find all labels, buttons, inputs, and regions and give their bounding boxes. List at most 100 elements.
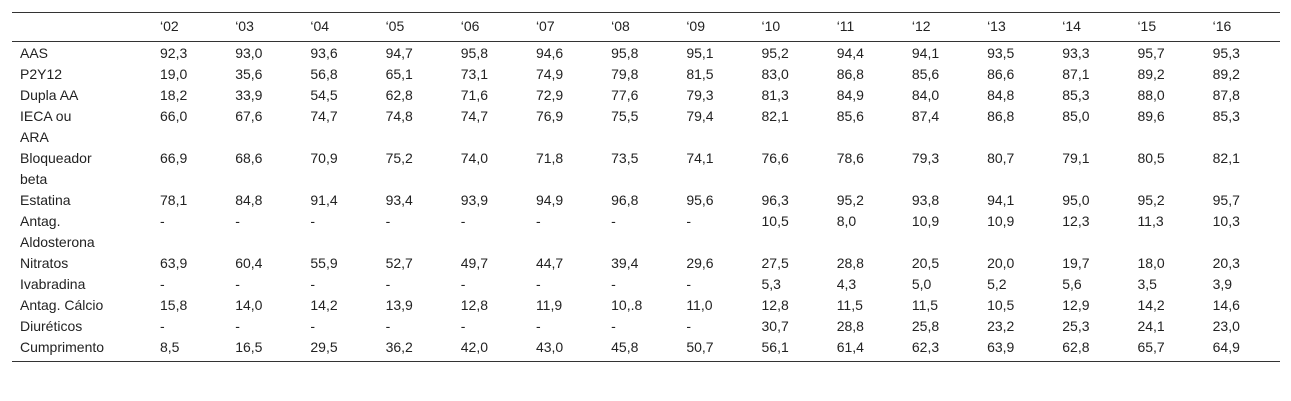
header-cell: ‘06	[452, 12, 528, 42]
value-cell: 64,9	[1212, 339, 1240, 355]
table-body: AAS 92,3 93,0 93,6 94,7 95,8 94,6 95,8 95,1 95,2 9…	[12, 42, 1280, 362]
value-cell: 8,0	[836, 213, 857, 229]
value-cell: 73,1	[460, 66, 488, 82]
value-cell: -	[460, 318, 466, 334]
value-cell: 94,9	[535, 192, 564, 208]
value-cell: 93,8	[911, 192, 940, 208]
value-cell: 60,4	[235, 255, 263, 271]
value-cell: -	[235, 213, 240, 229]
value-cell: 87,4	[911, 108, 940, 124]
value-cell: 94,7	[385, 45, 413, 61]
value-cell: 11,5	[911, 297, 939, 313]
value-cell: 50,7	[686, 339, 714, 355]
header-cell: ‘14	[1054, 12, 1130, 42]
value-cell: 19,7	[1062, 255, 1090, 271]
value-cell: -	[385, 213, 391, 229]
row-label: Antag. Cálcio	[20, 297, 104, 313]
value-cell: 95,8	[611, 45, 639, 61]
row-label: Cumprimento	[20, 339, 105, 355]
value-cell: 62,8	[385, 87, 413, 103]
value-cell: -	[535, 276, 541, 292]
value-cell: 65,1	[385, 66, 413, 82]
value-cell: 63,9	[987, 339, 1015, 355]
value-cell: 13,9	[385, 297, 413, 313]
value-cell: 63,9	[160, 255, 188, 271]
value-cell: 10,.8	[611, 297, 643, 313]
value-cell: 11,0	[686, 297, 713, 313]
value-cell: 76,6	[761, 150, 789, 166]
value-cell: 93,5	[987, 45, 1015, 61]
value-cell: 78,1	[160, 192, 188, 208]
header-cell: ‘02	[152, 12, 228, 42]
value-cell: 62,3	[911, 339, 940, 355]
value-cell: 79,1	[1062, 150, 1090, 166]
value-cell: -	[385, 318, 391, 334]
value-cell: -	[310, 318, 316, 334]
header-cell: ‘04	[302, 12, 378, 42]
value-cell: 93,9	[460, 192, 488, 208]
header-cell: ‘16	[1204, 12, 1280, 42]
value-cell: 84,8	[235, 192, 263, 208]
value-cell: 10,3	[1212, 213, 1240, 229]
value-cell: 84,0	[911, 87, 940, 103]
value-cell: 44,7	[535, 255, 564, 271]
value-cell: 23,2	[987, 318, 1015, 334]
value-cell: 36,2	[385, 339, 413, 355]
value-cell: 94,6	[535, 45, 564, 61]
value-cell: 75,2	[385, 150, 413, 166]
value-cell: 89,6	[1137, 108, 1165, 124]
value-cell: 20,0	[987, 255, 1015, 271]
value-cell: 95,7	[1137, 45, 1165, 61]
value-cell: 23,0	[1212, 318, 1240, 334]
table-row: AAS 92,3 93,0 93,6 94,7 95,8 94,6 95,8 95,1 95,2 9…	[12, 42, 1280, 65]
row-label: Estatina	[20, 192, 71, 208]
value-cell: 67,6	[235, 108, 263, 124]
value-cell: 79,3	[911, 150, 940, 166]
row-label: Dupla AA	[20, 87, 79, 103]
value-cell: 14,2	[310, 297, 338, 313]
value-cell: 71,6	[460, 87, 488, 103]
value-cell: 61,4	[836, 339, 864, 355]
table-row: P2Y12 19,0 35,6 56,8 65,1 73,1 74,9 79,8 81,5 83,…	[12, 64, 1280, 85]
value-cell: 81,3	[761, 87, 789, 103]
value-cell: 95,6	[686, 192, 714, 208]
value-cell: 87,8	[1212, 87, 1240, 103]
table-row: Antag. Cálcio 15,8 14,0 14,2 13,9 12,8 11,9 10,…	[12, 295, 1280, 316]
value-cell: 81,5	[686, 66, 714, 82]
value-cell: 93,0	[235, 45, 263, 61]
value-cell: 14,2	[1137, 297, 1165, 313]
header-row: ‘02 ‘03 ‘04 ‘05 ‘06 ‘07 ‘08 ‘09 ‘10 ‘11 ‘12 ‘13 ‘14 ‘…	[12, 12, 1280, 42]
value-cell: 96,8	[611, 192, 639, 208]
header-cell: ‘07	[527, 12, 604, 42]
row-label: Antag. Aldosterona	[20, 213, 95, 250]
value-cell: 95,1	[686, 45, 714, 61]
value-cell: 95,0	[1062, 192, 1090, 208]
value-cell: 3,9	[1212, 276, 1233, 292]
table-row: Estatina 78,1 84,8 91,4 93,4 93,9 94,9 96,8 95,6…	[12, 190, 1280, 211]
table-row: Antag. Aldosterona - - - - - - - - 10,5 8,0 10,9 10,…	[12, 211, 1280, 253]
value-cell: 77,6	[611, 87, 639, 103]
value-cell: 94,4	[836, 45, 864, 61]
value-cell: 95,2	[1137, 192, 1165, 208]
value-cell: 85,0	[1062, 108, 1090, 124]
value-cell: -	[460, 213, 466, 229]
value-cell: 24,1	[1137, 318, 1165, 334]
table-row: Dupla AA 18,2 33,9 54,5 62,8 71,6 72,9 77,6 79,3…	[12, 85, 1280, 106]
value-cell: 10,9	[987, 213, 1015, 229]
value-cell: 65,7	[1137, 339, 1165, 355]
value-cell: 49,7	[460, 255, 488, 271]
value-cell: -	[686, 276, 691, 292]
value-cell: 66,0	[160, 108, 188, 124]
value-cell: 45,8	[611, 339, 639, 355]
value-cell: 95,7	[1212, 192, 1240, 208]
value-cell: -	[686, 318, 691, 334]
row-label: IECA ou ARA	[20, 108, 72, 145]
value-cell: 68,6	[235, 150, 263, 166]
value-cell: 28,8	[836, 255, 864, 271]
value-cell: 74,1	[686, 150, 714, 166]
row-label: Diuréticos	[20, 318, 83, 334]
value-cell: 76,9	[535, 108, 564, 124]
value-cell: 27,5	[761, 255, 789, 271]
value-cell: 8,5	[160, 339, 180, 355]
